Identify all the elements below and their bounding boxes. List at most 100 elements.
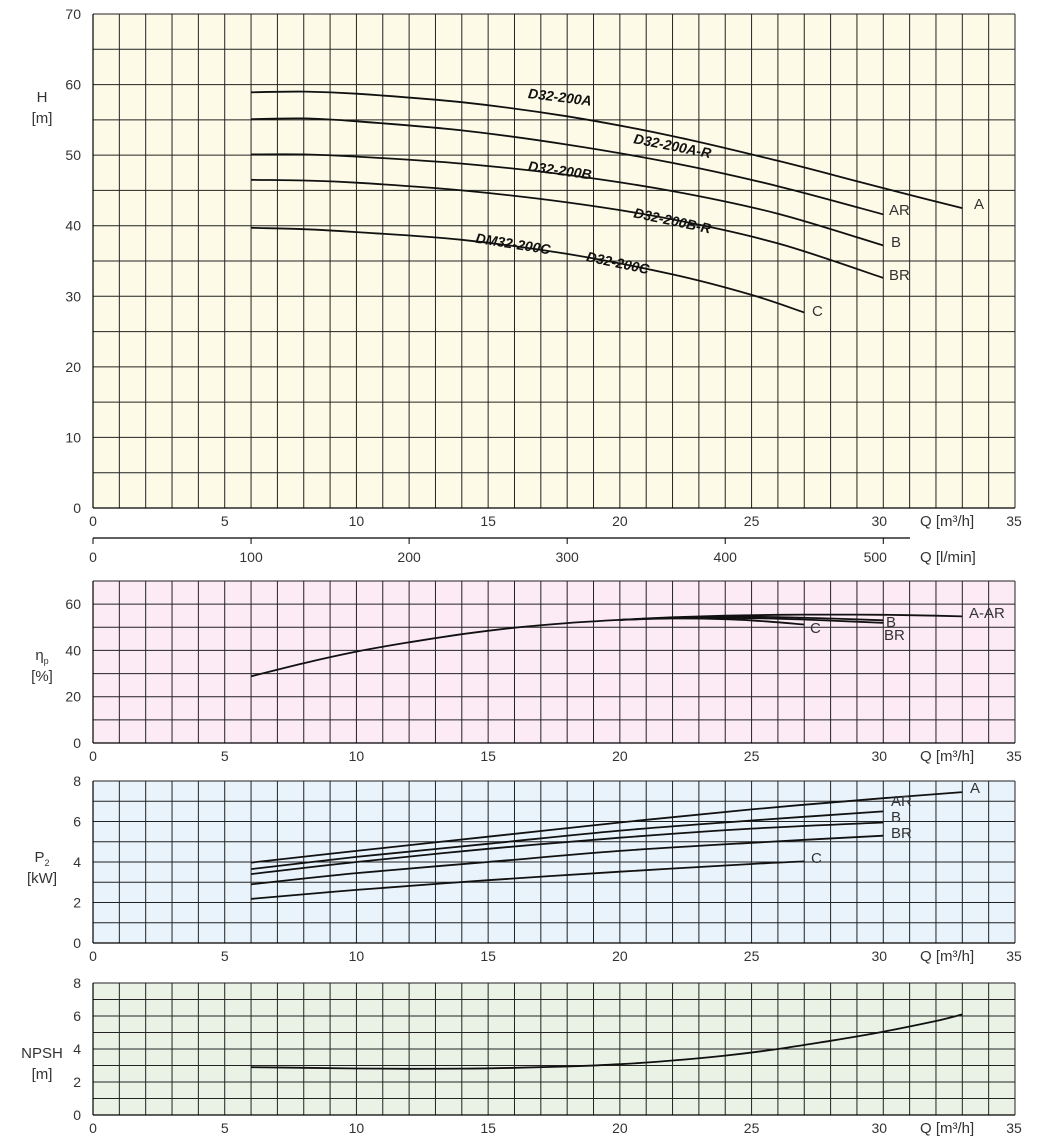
x-tick-label: 10 [349, 513, 365, 529]
y-tick-label: 4 [73, 1041, 81, 1057]
x-tick-label: 0 [89, 948, 97, 964]
y-tick-label: 20 [65, 689, 81, 705]
y-tick-label: 50 [65, 147, 81, 163]
panel-npsh: 0 2 4 6 8 0 5 10 15 20 25 30 35 Q [m³/h] NPSH [m] [21, 975, 1022, 1137]
x-tick-label: 25 [744, 748, 760, 764]
secondary-x-tick-label: 100 [239, 549, 263, 565]
x-tick-label: 25 [744, 1120, 760, 1136]
curve-label: AR [891, 793, 912, 810]
curve-npsh-npsh [251, 1013, 963, 1070]
curve-power-c [251, 860, 805, 900]
x-tick-label: 5 [221, 948, 229, 964]
y-tick-label: 0 [73, 935, 81, 951]
y-tick-label: 30 [65, 288, 81, 304]
y-tick-label: 60 [65, 77, 81, 93]
x-tick-label: 25 [744, 948, 760, 964]
panel-head: 0 10 20 30 40 50 60 70 0 5 10 15 20 25 30 35 Q [m³/h] 0 10… [32, 6, 1022, 566]
y-axis-label-subscript: p [44, 656, 49, 666]
y-tick-label: 70 [65, 6, 81, 22]
x-tick-label: 30 [871, 748, 887, 764]
x-tick-label: 20 [612, 748, 628, 764]
x-tick-label: 35 [1006, 1120, 1022, 1136]
x-tick-label: 5 [221, 748, 229, 764]
x-tick-label: 0 [89, 748, 97, 764]
curve-label: BR [891, 825, 912, 842]
y-axis-label-main: P [34, 849, 44, 866]
y-axis-label: NPSH [21, 1045, 63, 1062]
curve-label: AR [889, 202, 910, 219]
curve-efficiency-c [619, 617, 805, 626]
curve-head-c [251, 226, 805, 314]
curve-label: B [886, 614, 896, 631]
y-tick-label: 6 [73, 814, 81, 830]
x-tick-label: 15 [480, 948, 496, 964]
curve-label: B [891, 234, 901, 251]
x-axis-label: Q [m³/h] [920, 948, 974, 965]
y-axis-label: H [37, 89, 48, 106]
y-tick-label: 60 [65, 596, 81, 612]
x-axis-label: Q [m³/h] [920, 1120, 974, 1137]
plot-background [93, 581, 1015, 743]
secondary-x-tick-label: 200 [397, 549, 421, 565]
curve-label: C [810, 620, 821, 637]
y-tick-label: 20 [65, 359, 81, 375]
curve-label: A [970, 780, 980, 797]
curve-label: A [974, 196, 984, 213]
x-tick-label: 30 [871, 1120, 887, 1136]
y-axis-label-main: NPSH [21, 1045, 63, 1062]
curve-power-ar [250, 810, 884, 870]
x-tick-label: 15 [480, 513, 496, 529]
y-tick-label: 0 [73, 500, 81, 516]
y-tick-label: 10 [65, 429, 81, 445]
y-axis-label: ηp [35, 647, 48, 666]
x-tick-label: 15 [480, 748, 496, 764]
x-tick-label: 5 [221, 513, 229, 529]
y-tick-label: 6 [73, 1008, 81, 1024]
secondary-x-tick-label: 300 [555, 549, 579, 565]
x-tick-label: 10 [349, 948, 365, 964]
x-tick-label: 5 [221, 1120, 229, 1136]
x-tick-label: 35 [1006, 513, 1022, 529]
y-axis-unit: [m] [32, 1066, 53, 1083]
y-tick-label: 0 [73, 1107, 81, 1123]
y-tick-label: 8 [73, 773, 81, 789]
x-tick-label: 0 [89, 1120, 97, 1136]
curve-power-b [250, 821, 884, 875]
curve-label: A-AR [969, 605, 1005, 622]
y-tick-label: 2 [73, 895, 81, 911]
y-axis-label: P2 [34, 849, 49, 868]
x-axis-label: Q [m³/h] [920, 513, 974, 530]
x-tick-label: 0 [89, 513, 97, 529]
secondary-x-axis-label: Q [l/min] [920, 549, 976, 566]
x-tick-label: 30 [871, 948, 887, 964]
y-axis-label-main: H [37, 89, 48, 106]
y-axis-unit: [m] [32, 110, 53, 127]
curve-label: BR [884, 627, 905, 644]
x-tick-label: 35 [1006, 748, 1022, 764]
curve-power-br [251, 834, 884, 886]
curve-power-a [250, 791, 963, 864]
x-tick-label: 20 [612, 513, 628, 529]
x-tick-label: 10 [349, 1120, 365, 1136]
x-tick-label: 35 [1006, 948, 1022, 964]
panel-efficiency: 0 20 40 60 0 5 10 15 20 25 30 35 Q [m³/h] ηp [%] A-AR BB… [31, 580, 1022, 765]
curve-head-a [251, 90, 963, 209]
secondary-x-tick-label: 500 [864, 549, 888, 565]
x-tick-label: 20 [612, 1120, 628, 1136]
y-tick-label: 40 [65, 642, 81, 658]
y-axis-label-subscript: 2 [45, 858, 50, 868]
x-tick-label: 10 [349, 748, 365, 764]
y-tick-label: 8 [73, 975, 81, 991]
y-tick-label: 40 [65, 218, 81, 234]
x-tick-label: 20 [612, 948, 628, 964]
x-tick-label: 30 [871, 513, 887, 529]
curve-head-br [251, 178, 884, 279]
curve-head-b [251, 153, 884, 247]
y-axis-label-main: η [35, 647, 43, 664]
y-axis-unit: [kW] [27, 870, 57, 887]
y-tick-label: 0 [73, 735, 81, 751]
model-annotation: D32-200A [527, 85, 592, 109]
secondary-x-tick-label: 0 [89, 549, 97, 565]
x-tick-label: 25 [744, 513, 760, 529]
